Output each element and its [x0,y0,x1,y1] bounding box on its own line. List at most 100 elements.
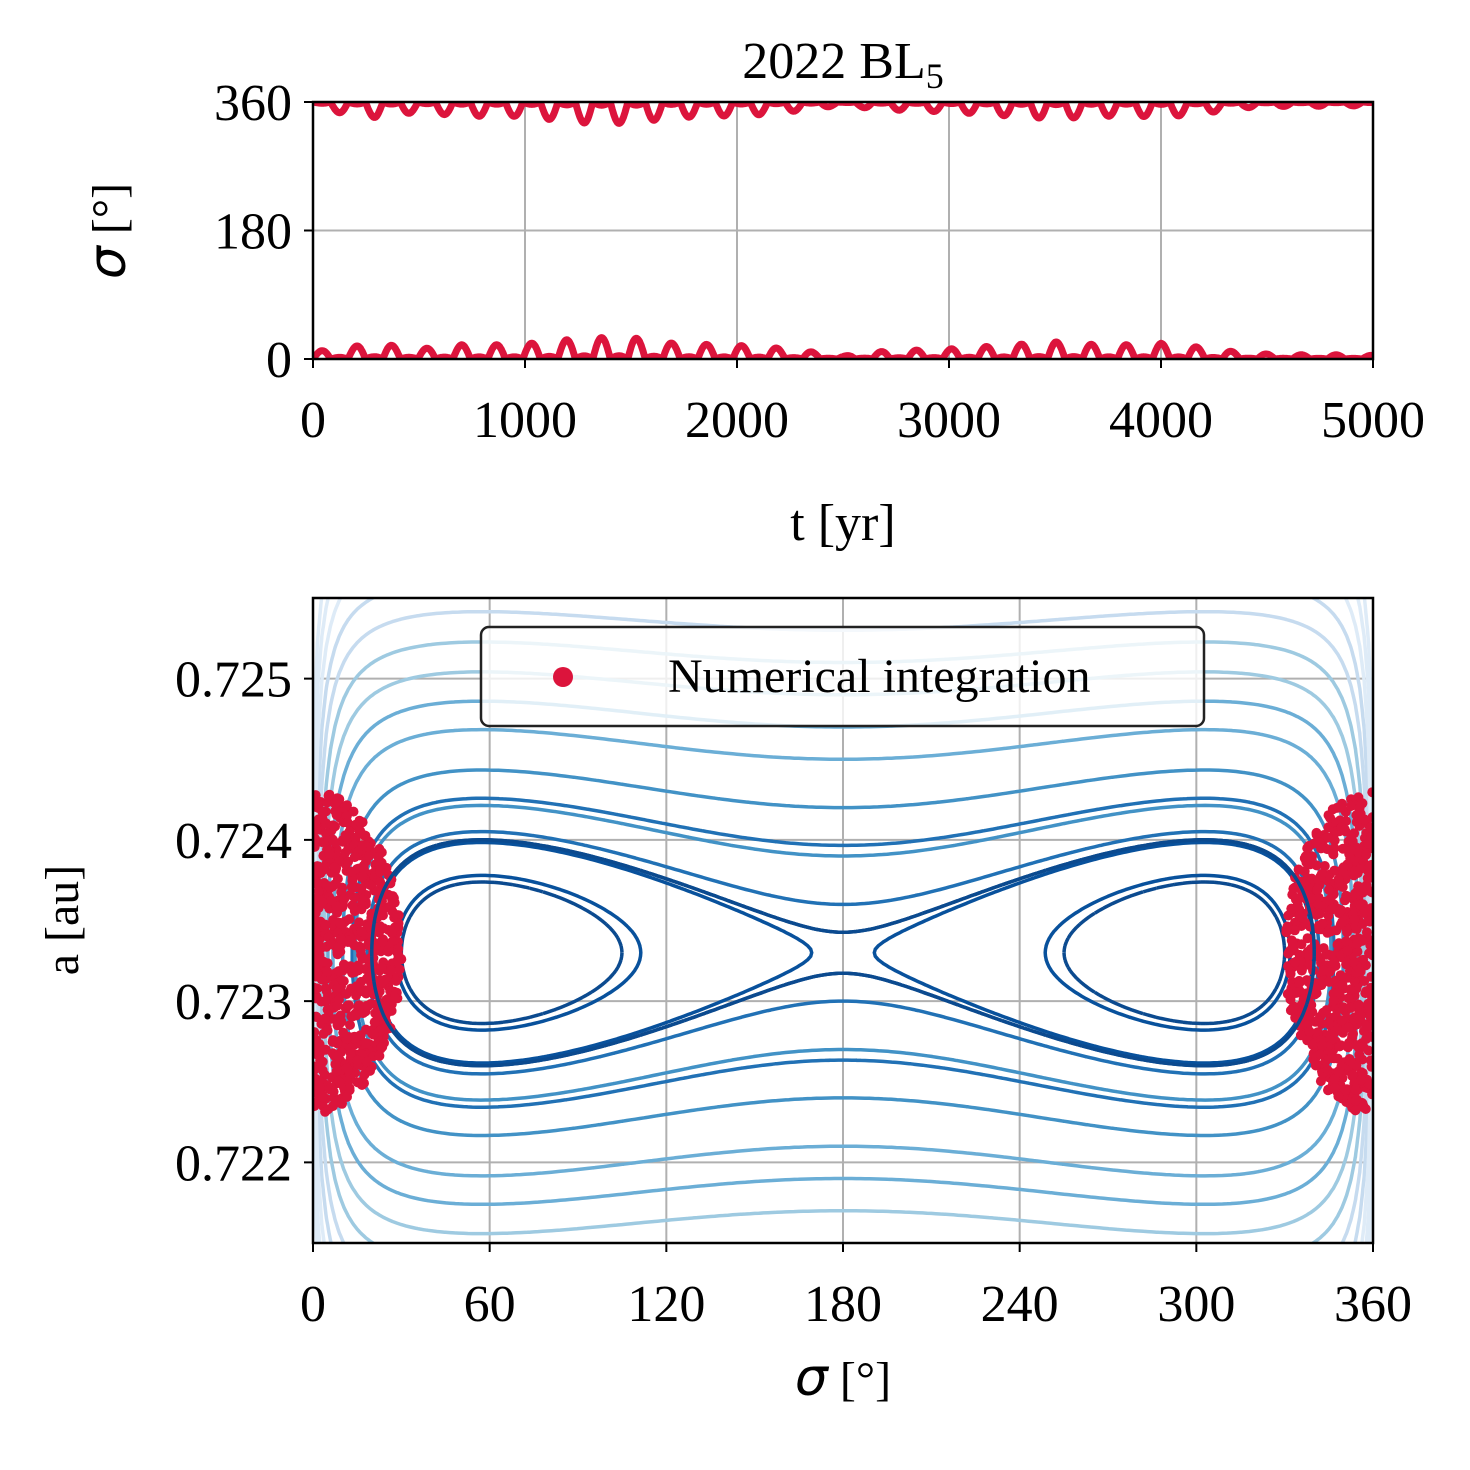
scatter-point [322,1025,333,1036]
scatter-point [358,863,369,874]
scatter-point [1349,914,1360,925]
scatter-point [376,962,387,973]
scatter-point [313,818,321,829]
scatter-point [1337,979,1348,990]
scatter-point [391,910,402,920]
scatter-point [338,959,349,970]
scatter-point [331,809,342,820]
scatter-point [1341,972,1352,983]
scatter-point [1342,945,1353,956]
bottom-axis-ticks: 0 60 120 180 240 300 360 0.722 0.723 0.724 0.725 [175,652,1412,1333]
top-y-axis-label: σ [°] [78,183,138,279]
scatter-point [1355,863,1366,874]
scatter-point [1354,1049,1365,1060]
scatter-point [392,956,403,967]
scatter-point [1285,968,1296,979]
scatter-point [1321,1005,1332,1016]
scatter-point [377,936,388,947]
scatter-point [1357,1102,1368,1113]
scatter-point [349,852,360,863]
scatter-point [338,1027,349,1038]
scatter-point [344,935,355,946]
scatter-point [354,917,365,928]
legend-box [479,625,1206,728]
scatter-point [369,1029,379,1040]
scatter-point [1354,803,1365,813]
scatter-point [313,869,319,880]
scatter-point [1365,906,1373,917]
scatter-point [1322,1065,1333,1075]
scatter-point [348,806,359,817]
scatter-point [313,790,321,801]
scatter-point [1301,876,1312,887]
scatter-point [330,1059,341,1070]
legend-label: Numerical integration [668,650,1091,703]
scatter-point [351,1010,362,1021]
top-x-axis-label: t [yr] [790,495,895,552]
scatter-point [328,836,339,847]
bottom-x-tick-label: 240 [981,1276,1059,1333]
scatter-point [1341,957,1352,967]
scatter-point [1362,873,1373,884]
scatter-point [319,1013,330,1024]
scatter-point [1303,842,1314,853]
scatter-point [1337,917,1348,928]
scatter-point [342,800,352,811]
scatter-point [1364,916,1373,927]
scatter-point [389,992,400,1003]
scatter-point [1304,1026,1315,1037]
scatter-point [1363,1078,1373,1089]
scatter-point [1310,1060,1321,1071]
scatter-point [1316,1018,1327,1029]
scatter-point [1311,827,1322,838]
bottom-x-tick-label: 300 [1157,1276,1235,1333]
scatter-point [313,841,320,852]
scatter-point [1351,1094,1362,1105]
scatter-point [345,1020,355,1030]
scatter-point [1359,814,1370,825]
scatter-point [1361,849,1372,860]
top-grid [312,101,1374,360]
scatter-point [1294,911,1305,922]
scatter-point [343,1000,354,1011]
scatter-point [348,966,359,977]
scatter-point [1345,853,1356,864]
scatter-point [1316,843,1326,854]
scatter-point [348,902,359,913]
scatter-point [1283,910,1294,921]
bottom-x-tick-label: 60 [464,1276,516,1333]
scatter-point [335,918,346,929]
scatter-point [392,947,403,958]
scatter-point [1353,882,1364,892]
scatter-point [1361,927,1372,938]
scatter-point [1333,1066,1344,1077]
scatter-point [1329,1082,1340,1093]
scatter-point [314,1076,325,1087]
scatter-point [1350,1084,1361,1095]
scatter-point [340,830,351,841]
scatter-point [1366,822,1373,833]
scatter-point [1324,1019,1334,1029]
scatter-point [376,977,387,988]
scatter-point [365,1065,375,1076]
scatter-point [1322,927,1333,938]
scatter-point [386,965,397,976]
scatter-point [313,982,319,993]
scatter-point [1329,957,1340,967]
scatter-point [361,1056,372,1067]
scatter-point [1361,1020,1371,1031]
scatter-point [341,989,352,999]
scatter-point [313,915,319,926]
numerical-integration-points [313,787,1373,1117]
bottom-chart: 0 60 120 180 240 300 360 0.722 0.723 0.724 0.725 N… [36,596,1412,1408]
scatter-point [321,986,332,997]
scatter-point [352,1077,363,1088]
scatter-point [1336,905,1347,916]
scatter-point [1324,976,1335,987]
bottom-x-tick-label: 120 [627,1276,705,1333]
scatter-point [1333,874,1344,885]
scatter-point [1345,1056,1356,1067]
scatter-point [1318,965,1329,976]
scatter-point [1338,843,1348,854]
scatter-point [374,927,384,938]
